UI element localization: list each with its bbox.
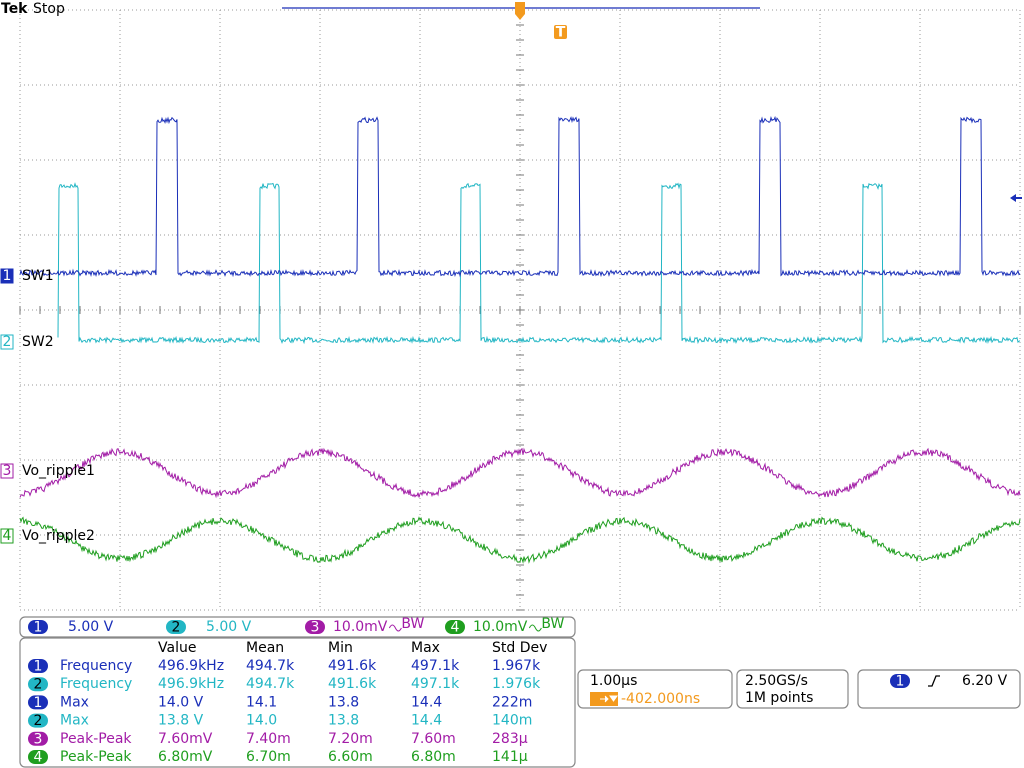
channel-badge-number: 1	[896, 674, 905, 690]
channel-scale: 5.00 V	[68, 619, 114, 635]
channel-badge-number: 2	[34, 677, 43, 693]
measurement-value: 6.60m	[328, 749, 373, 765]
column-header: Std Dev	[492, 640, 547, 656]
waveform	[20, 518, 1020, 563]
measurement-value: 14.0	[246, 713, 277, 729]
channel-badge-number: 2	[172, 620, 181, 636]
measurement-value: 497.1k	[411, 676, 460, 692]
measurement-value: 491.6k	[328, 658, 377, 674]
measurement-value: 496.9kHz	[158, 658, 224, 674]
sample-rate: 2.50GS/s	[745, 673, 808, 689]
channel-badge-number: 3	[311, 620, 320, 636]
acquisition-status: Stop	[33, 1, 65, 17]
channel-badge-number: 2	[34, 713, 43, 729]
channel-scale: 10.0mV	[473, 619, 528, 635]
channel-badge-number: 4	[34, 750, 43, 766]
measurement-value: 1.967k	[492, 658, 541, 674]
measurement-value: 14.4	[411, 713, 442, 729]
trigger-marker: T	[556, 25, 566, 41]
measurement-value: 497.1k	[411, 658, 460, 674]
brand: Tek	[1, 1, 28, 17]
channel-marker-number: 4	[3, 528, 12, 544]
trigger-position: -402.000ns	[621, 691, 700, 707]
trigger-level: 6.20 V	[962, 673, 1008, 689]
measurement-name: Max	[60, 694, 89, 710]
column-header: Mean	[246, 640, 284, 656]
channel-badge-number: 1	[34, 659, 43, 675]
channel-badge-number: 1	[34, 695, 43, 711]
measurement-value: 491.6k	[328, 676, 377, 692]
waveform	[20, 118, 1020, 276]
measurement-value: 14.0 V	[158, 694, 204, 710]
measurement-value: 7.20m	[328, 731, 373, 747]
column-header: Max	[411, 640, 440, 656]
measurement-value: 7.60mV	[158, 731, 213, 747]
measurement-value: 14.4	[411, 694, 442, 710]
measurement-name: Peak-Peak	[60, 731, 132, 747]
channel-label: SW1	[22, 268, 54, 284]
measurement-value: 13.8 V	[158, 713, 204, 729]
channel-label: SW2	[22, 334, 54, 350]
measurement-value: 1.976k	[492, 676, 541, 692]
trigger-level-arrow	[1010, 194, 1022, 202]
measurement-name: Peak-Peak	[60, 749, 132, 765]
channel-badge-number: 4	[451, 620, 460, 636]
measurement-value: 7.40m	[246, 731, 291, 747]
trigger-position-marker	[515, 2, 525, 20]
channel-scale: 10.0mV	[333, 619, 388, 635]
channel-label: Vo_ripple2	[22, 528, 95, 544]
measurement-value: 7.60m	[411, 731, 456, 747]
channel-badge-number: 1	[34, 620, 43, 636]
measurement-value: 6.70m	[246, 749, 291, 765]
measurement-value: 222m	[492, 694, 532, 710]
channel-marker-number: 1	[3, 268, 12, 284]
record-length: 1M points	[745, 690, 813, 706]
measurement-value: 141µ	[492, 749, 528, 765]
measurement-name: Max	[60, 713, 89, 729]
waveform	[58, 184, 1020, 343]
column-header: Value	[158, 640, 196, 656]
measurement-name: Frequency	[60, 658, 132, 674]
measurement-value: 13.8	[328, 713, 359, 729]
measurement-value: 494.7k	[246, 658, 295, 674]
measurement-value: 283µ	[492, 731, 528, 747]
measurement-value: 13.8	[328, 694, 359, 710]
channel-scale: 5.00 V	[206, 619, 252, 635]
timebase-scale: 1.00µs	[590, 673, 637, 689]
channel-badge-number: 3	[34, 731, 43, 747]
measurement-value: 6.80mV	[158, 749, 213, 765]
measurement-value: 496.9kHz	[158, 676, 224, 692]
bandwidth-limit: BW	[541, 616, 564, 632]
measurement-name: Frequency	[60, 676, 132, 692]
bandwidth-limit: BW	[401, 616, 424, 632]
measurement-value: 140m	[492, 713, 532, 729]
channel-label: Vo_ripple1	[22, 463, 95, 479]
measurement-value: 14.1	[246, 694, 277, 710]
channel-marker-number: 3	[3, 463, 12, 479]
measurement-value: 6.80m	[411, 749, 456, 765]
channel-marker-number: 2	[3, 334, 12, 350]
column-header: Min	[328, 640, 353, 656]
measurement-value: 494.7k	[246, 676, 295, 692]
